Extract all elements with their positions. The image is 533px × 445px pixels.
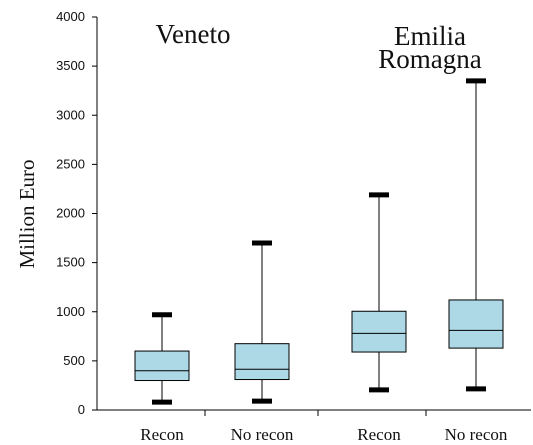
- y-tick-label: 1000: [56, 304, 85, 319]
- box-series: [134, 78, 504, 405]
- y-tick-label: 2500: [56, 156, 85, 171]
- y-tick-label: 0: [78, 402, 85, 417]
- category-label-veneto-no-recon: No recon: [231, 425, 294, 444]
- box-1: [134, 312, 190, 405]
- iqr-box: [351, 310, 407, 353]
- y-tick-label: 2000: [56, 206, 85, 221]
- box-2: [234, 240, 290, 404]
- category-label-veneto-recon: Recon: [140, 425, 184, 444]
- box-3: [351, 192, 407, 393]
- y-tick-label: 3000: [56, 107, 85, 122]
- category-label-emilia-romagna-recon: Recon: [357, 425, 401, 444]
- iqr-box: [234, 343, 290, 381]
- y-tick-label: 500: [63, 353, 85, 368]
- group-label-emilia-romagna-line1: Emilia: [394, 21, 466, 51]
- y-ticks: 0 500 1000 1500 2000 2500 3000 3500 4000: [56, 9, 97, 417]
- y-tick-label: 1500: [56, 255, 85, 270]
- y-tick-label: 3500: [56, 58, 85, 73]
- group-label-veneto: Veneto: [156, 19, 231, 49]
- y-axis: 0 500 1000 1500 2000 2500 3000 3500 4000: [56, 9, 98, 417]
- iqr-box: [134, 350, 190, 382]
- box-4: [448, 78, 504, 392]
- y-axis-label: Million Euro: [15, 159, 39, 268]
- iqr-box: [448, 299, 504, 349]
- category-label-emilia-romagna-no-recon: No recon: [445, 425, 508, 444]
- x-axis: [97, 409, 531, 416]
- group-label-emilia-romagna-line2: Romagna: [378, 44, 481, 74]
- y-tick-label: 4000: [56, 9, 85, 24]
